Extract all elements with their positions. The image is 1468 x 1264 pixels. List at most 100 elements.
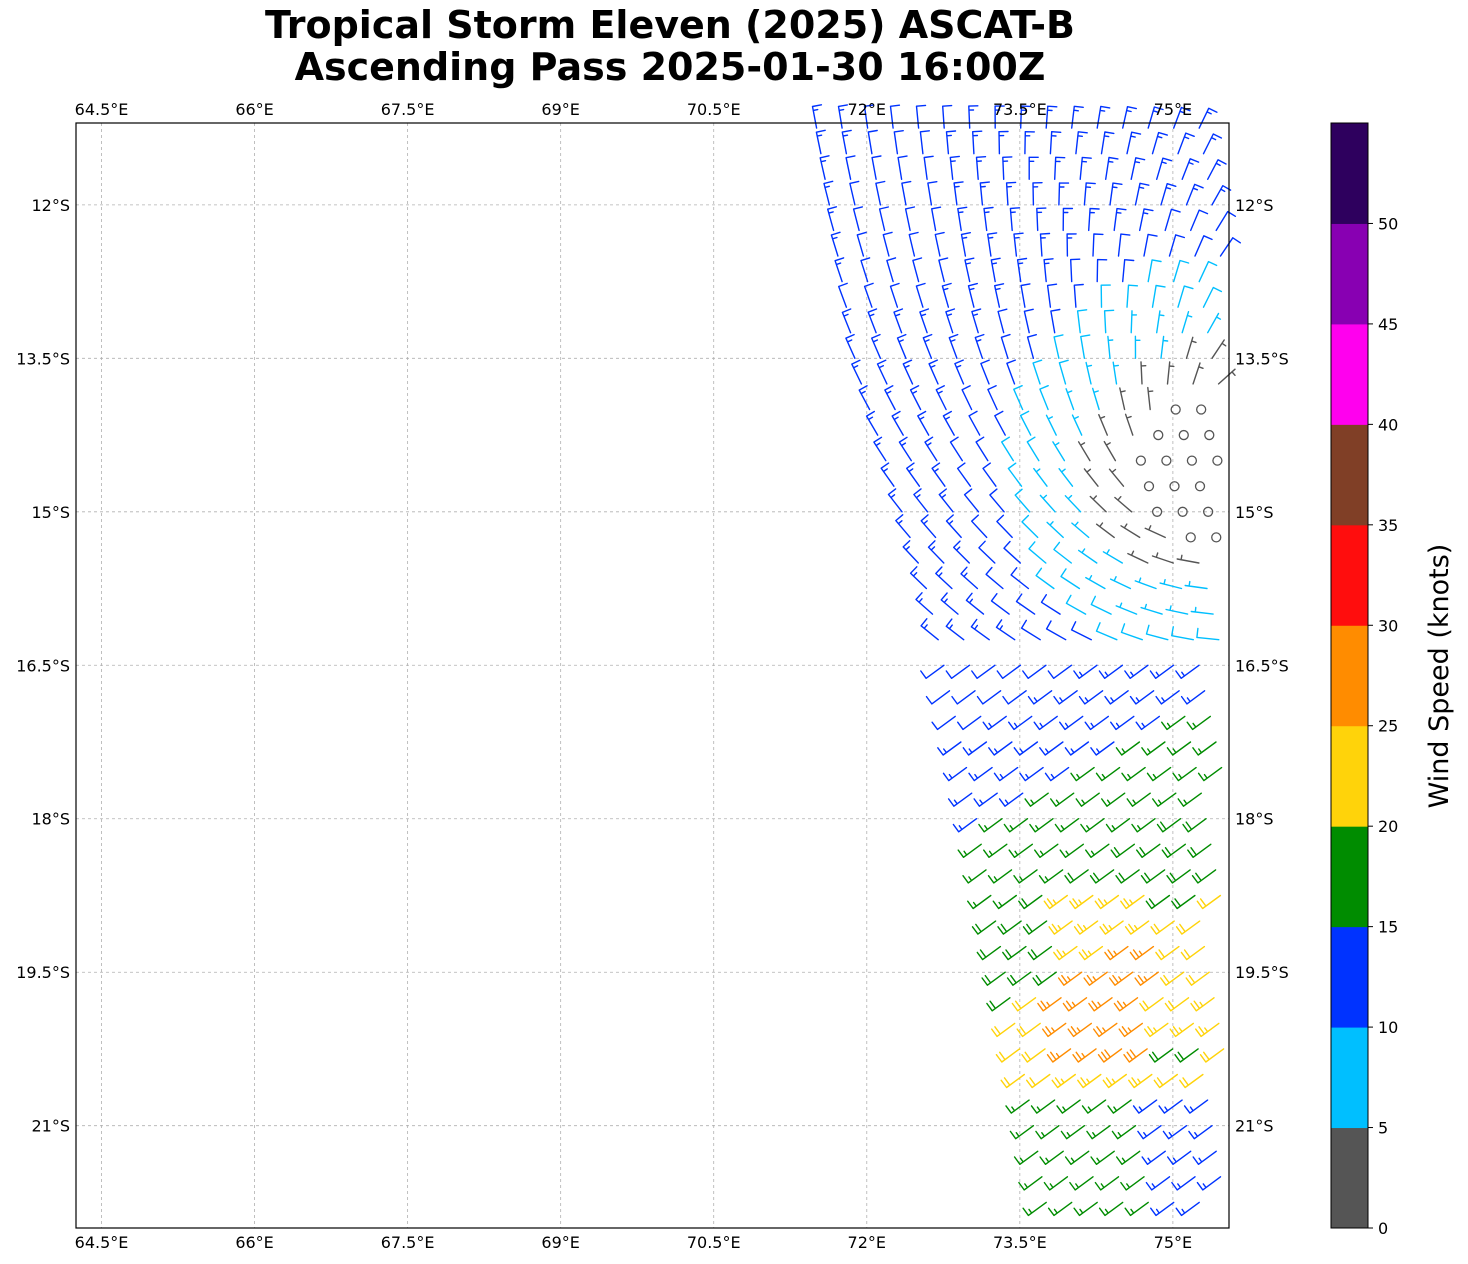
wind-barb [1090, 595, 1112, 615]
colorbar-tick-label: 35 [1378, 516, 1398, 535]
wind-barb [1195, 1022, 1220, 1038]
wind-barb [1070, 766, 1095, 782]
wind-barb [1001, 436, 1014, 462]
wind-barb [1085, 575, 1106, 590]
wind-barb [1050, 792, 1075, 807]
wind-barb [1043, 1176, 1069, 1191]
wind-barb [867, 308, 878, 334]
wind-barb [1118, 1022, 1143, 1038]
wind-barb [1098, 414, 1108, 436]
wind-barb [1036, 207, 1047, 232]
wind-barb [1015, 593, 1036, 615]
wind-barb [1110, 715, 1135, 731]
wind-barb [898, 436, 912, 462]
wind-barb [1056, 1099, 1081, 1114]
wind-barb [1050, 308, 1061, 334]
wind-barb [852, 206, 863, 232]
wind-barb [1013, 741, 1039, 756]
wind-barb [942, 410, 955, 436]
wind-barb [1191, 869, 1217, 884]
wind-barb [1126, 792, 1151, 807]
calm-wind-circle [1143, 481, 1155, 492]
wind-barb [1126, 284, 1139, 308]
wind-barb [1043, 894, 1068, 910]
wind-barb [995, 1048, 1021, 1063]
wind-barb [1147, 259, 1162, 283]
wind-barb [1083, 468, 1099, 487]
wind-barb [1026, 334, 1037, 359]
wind-barb [1130, 157, 1146, 180]
wind-barb [1088, 997, 1113, 1012]
wind-barb [1134, 335, 1141, 359]
wind-barb [974, 333, 985, 359]
colorbar-ticks: 0 5 10 15 20 25 30 35 40 45 50 [1368, 214, 1398, 1238]
wind-barb [811, 104, 823, 129]
wind-barb [1020, 283, 1031, 308]
colorbar-tick-label: 10 [1378, 1018, 1398, 1037]
wind-barb [1011, 997, 1037, 1012]
wind-barb [1098, 1201, 1124, 1217]
colorbar-tick-label: 0 [1378, 1219, 1388, 1238]
wind-barb [919, 130, 930, 155]
wind-barb [957, 206, 968, 232]
wind-barb [1147, 106, 1164, 129]
wind-barb [968, 410, 981, 436]
wind-barb [1020, 105, 1032, 129]
wind-barb [1171, 894, 1196, 910]
wind-barb [931, 462, 946, 487]
wind-barb [1196, 627, 1220, 641]
colorbar-label: Wind Speed (knots) [1424, 544, 1455, 809]
wind-barb [1115, 869, 1140, 884]
wind-barb [1182, 818, 1207, 833]
wind-barb [1022, 920, 1048, 935]
wind-barb [1057, 971, 1083, 986]
wind-barb [1039, 232, 1051, 257]
wind-barb [1140, 603, 1163, 615]
wind-barb [1095, 622, 1118, 641]
wind-barb [1047, 1201, 1073, 1217]
wind-barb [979, 181, 990, 206]
wind-barb [1162, 1125, 1188, 1140]
wind-barb [1022, 1201, 1047, 1217]
wind-barb [1166, 361, 1175, 385]
wind-barb [1016, 257, 1028, 283]
wind-barb [1039, 1150, 1064, 1165]
wind-barb [1156, 310, 1165, 334]
wind-barb [1002, 156, 1013, 180]
wind-barb [1026, 1073, 1051, 1089]
wind-barb [1161, 715, 1186, 731]
wind-barb [1039, 494, 1056, 513]
wind-barb [1165, 605, 1189, 615]
wind-barb [990, 593, 1010, 615]
wind-barb [1092, 233, 1104, 257]
wind-barb [995, 619, 1016, 641]
wind-barb [863, 104, 875, 129]
wind-barb [1194, 235, 1213, 257]
wind-barb [1003, 818, 1029, 833]
colorbar-tick-label: 50 [1378, 214, 1398, 233]
wind-barb [987, 232, 998, 257]
wind-barb [1084, 715, 1109, 731]
wind-barb [1008, 715, 1033, 731]
lat-tick-label-left: 13.5°S [16, 349, 70, 368]
wind-barb [940, 592, 959, 615]
wind-barb [1190, 209, 1209, 232]
wind-barb [1175, 1201, 1200, 1217]
wind-barb [896, 333, 907, 359]
wind-barb [1147, 386, 1154, 411]
wind-barb [941, 282, 952, 308]
wind-barb [1144, 1022, 1169, 1038]
wind-barb [1196, 1176, 1222, 1191]
wind-barb [1049, 131, 1062, 155]
wind-barb [927, 181, 938, 206]
wind-barb [1199, 1048, 1225, 1063]
wind-barb [1076, 309, 1088, 334]
colorbar-tick-label: 20 [1378, 817, 1398, 836]
wind-barb [1073, 664, 1098, 679]
wind-barb [992, 894, 1017, 910]
wind-barb [989, 488, 1005, 513]
wind-barb [1198, 260, 1218, 283]
wind-barb [865, 410, 879, 436]
wind-barb [1005, 1099, 1030, 1114]
wind-barb [1177, 132, 1195, 155]
